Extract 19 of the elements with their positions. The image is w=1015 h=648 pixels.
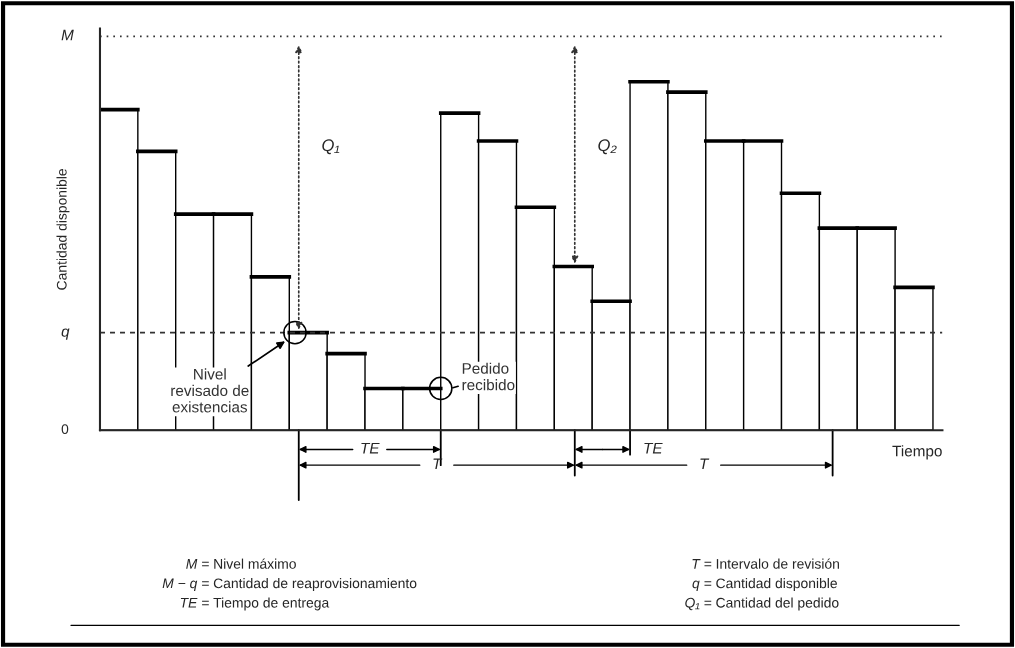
annotation: Q₁ — [322, 139, 340, 155]
text: q = Cantidad disponible — [692, 578, 837, 591]
text: M = Nivel máximo — [186, 558, 296, 569]
text: Q₁ = Cantidad del pedido — [685, 597, 839, 611]
ref-line-label: M — [61, 29, 74, 41]
text: M − q = Cantidad de reaprovisionamiento — [162, 578, 417, 591]
annotation: Nivel revisado de existencias — [171, 368, 249, 413]
text: TE = Tiempo de entrega — [180, 597, 330, 611]
x-axis-title: Tiempo — [892, 445, 942, 460]
text: T — [433, 458, 443, 470]
text: TE — [361, 442, 380, 454]
text: T — [700, 458, 710, 470]
annotation: Pedido recibido — [462, 362, 515, 391]
annotation: Q₂ — [598, 139, 617, 155]
y-axis-title: Cantidad disponible — [56, 169, 70, 290]
ref-line-label: q — [61, 328, 70, 340]
text: TE — [644, 442, 663, 454]
text: 0 — [61, 424, 69, 434]
text: T = Intervalo de revisión — [692, 558, 839, 569]
